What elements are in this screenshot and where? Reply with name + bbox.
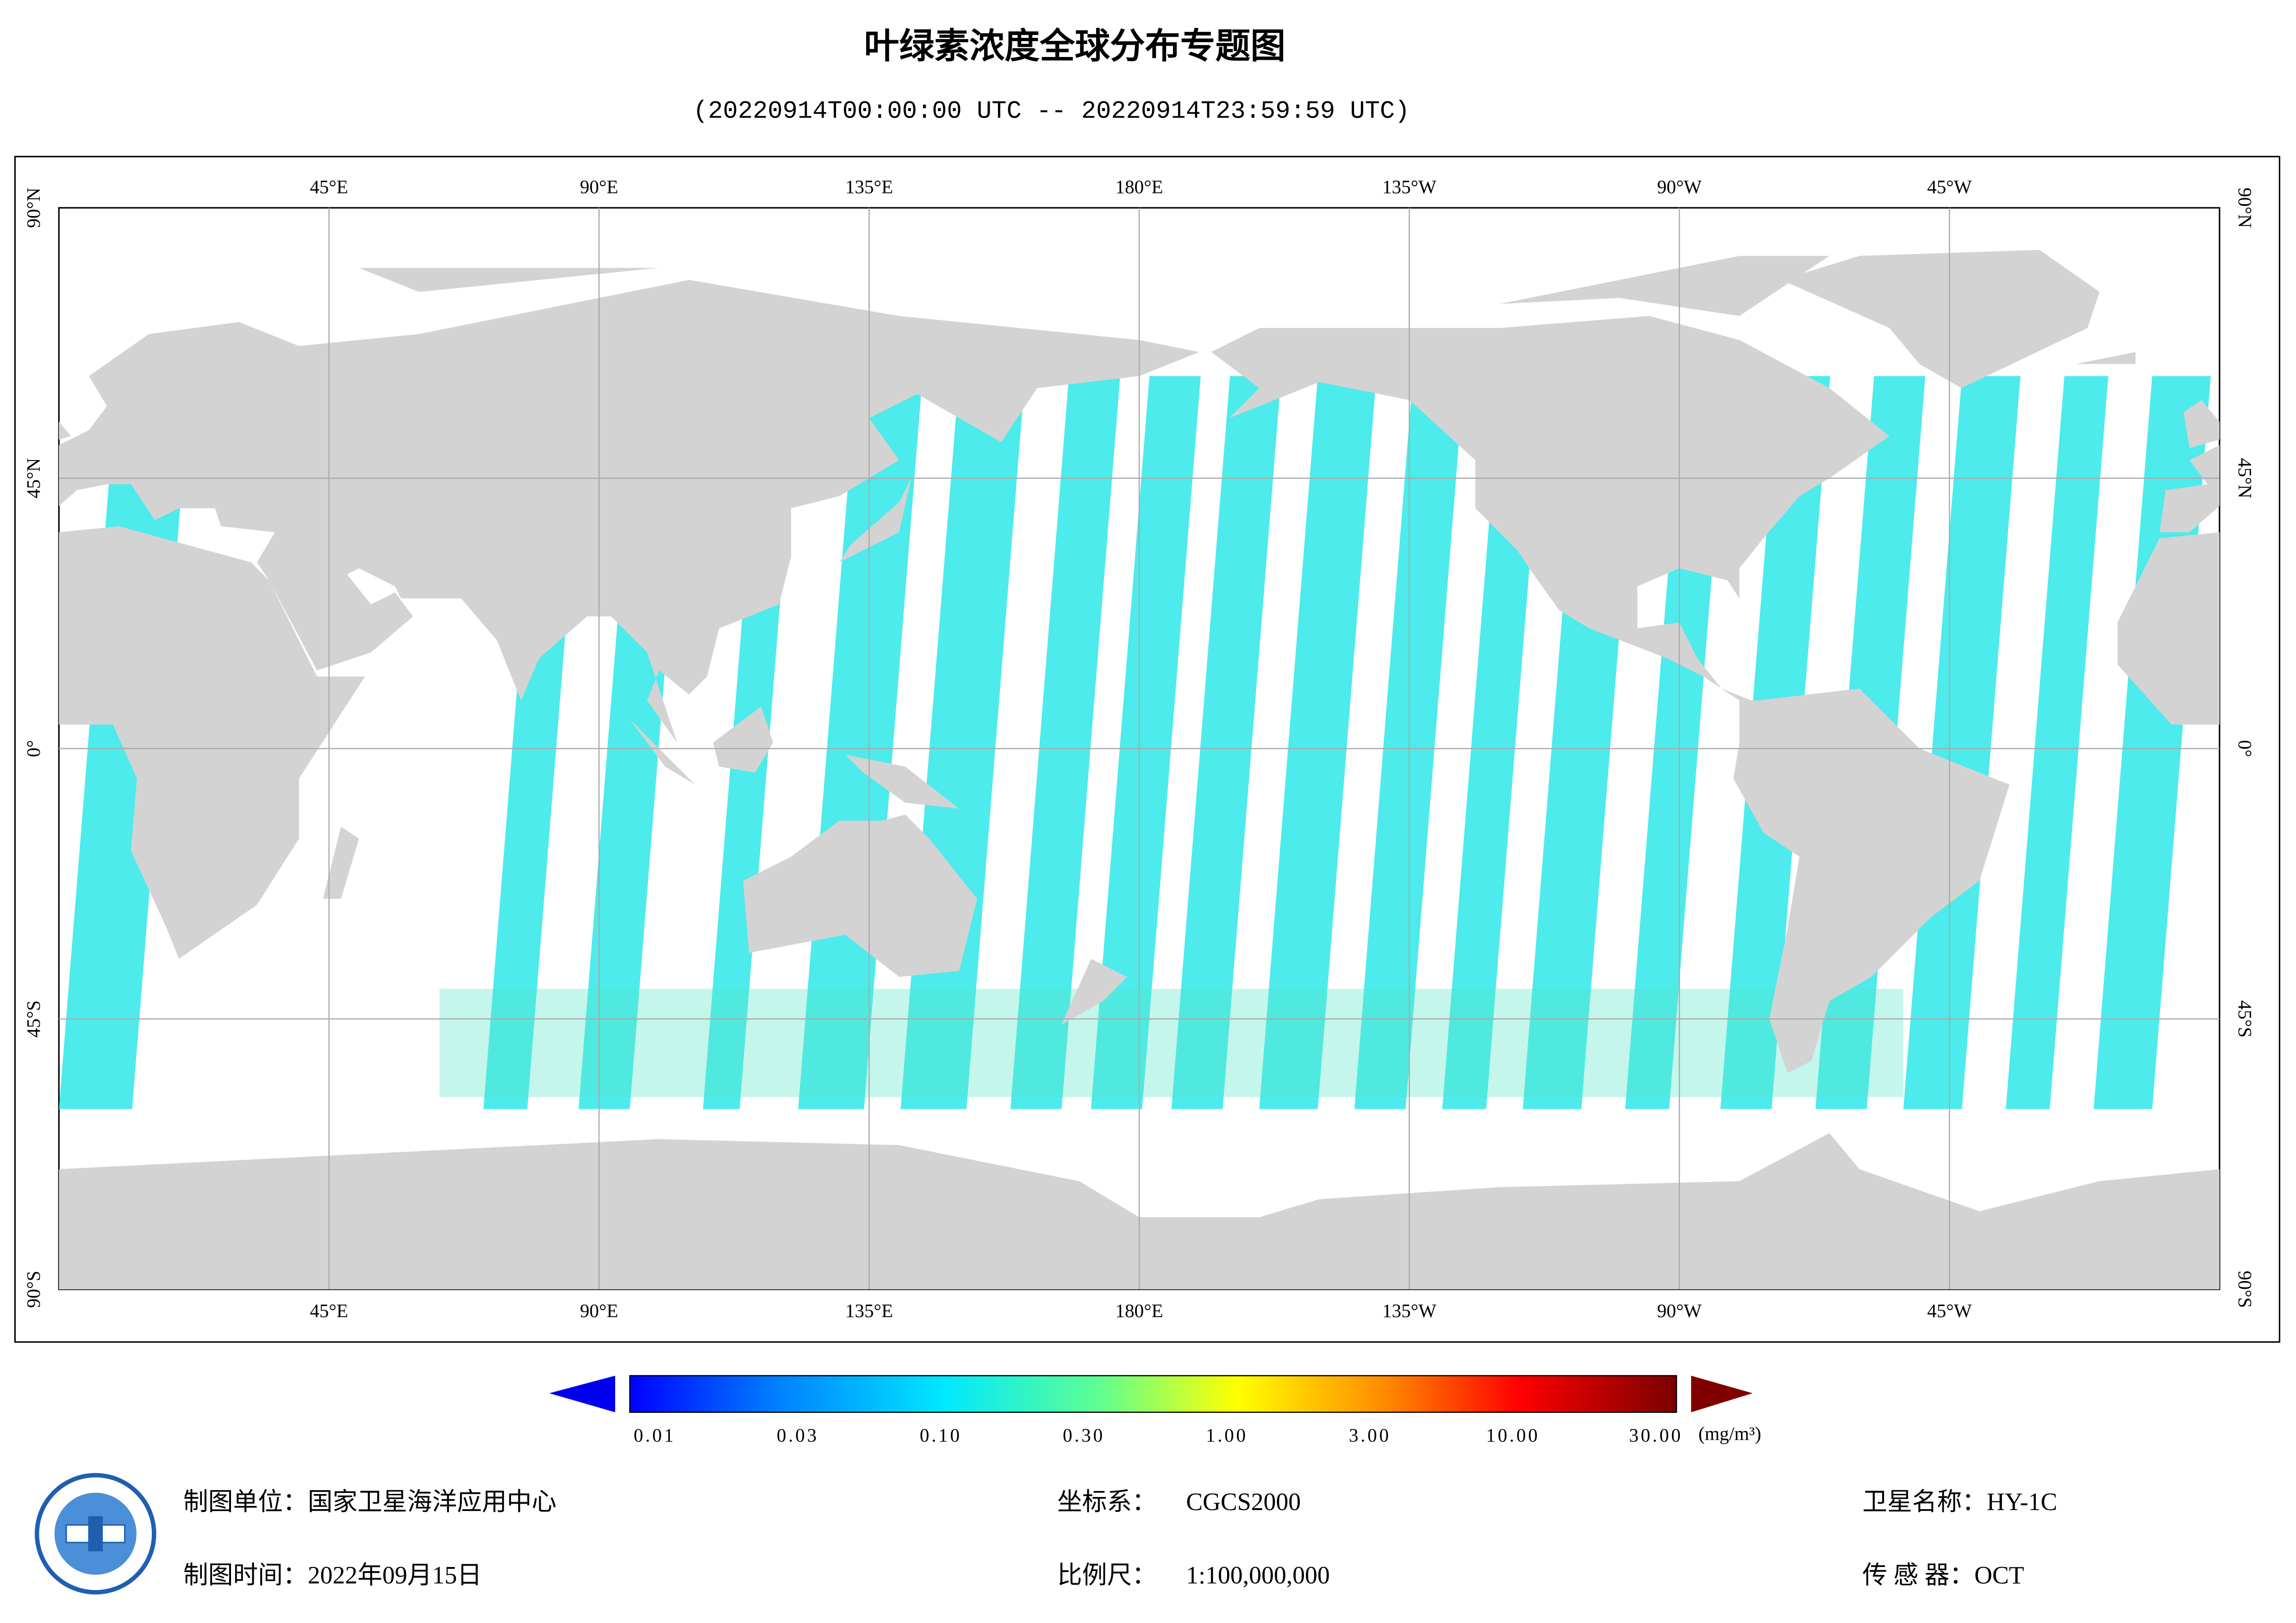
lon-label-top: 135°E: [845, 176, 893, 197]
footer-value: HY-1C: [1987, 1488, 2057, 1516]
lat-label-left: 90°N: [23, 187, 44, 228]
landmass: [59, 280, 1199, 743]
southern-ocean-data: [439, 989, 1903, 1097]
footer-label: 制图时间：: [183, 1561, 308, 1589]
footer-label: 比例尺：: [1057, 1561, 1157, 1589]
lat-label-right: 45°N: [2234, 458, 2256, 498]
swath: [1442, 376, 1545, 1109]
map-frame: [14, 155, 2281, 1343]
landmass: [59, 526, 365, 959]
landmass: [2184, 400, 2220, 448]
lon-label-top: 90°W: [1657, 176, 1702, 197]
swath: [1903, 376, 2021, 1109]
swath: [2006, 376, 2109, 1109]
lat-label-right: 90°S: [2234, 1271, 2256, 1308]
landmass: [839, 478, 911, 563]
lon-label-top: 135°W: [1382, 176, 1436, 197]
colorbar-unit: (mg/m³): [1698, 1423, 1761, 1445]
lon-label-bottom: 135°W: [1382, 1300, 1436, 1321]
swath: [1171, 376, 1281, 1109]
colorbar-min-arrow: [549, 1375, 615, 1412]
footer-value: 国家卫星海洋应用中心: [308, 1488, 557, 1516]
landmass: [743, 815, 977, 977]
lon-label-top: 90°E: [580, 176, 618, 197]
colorbar-label: 10.00: [1486, 1424, 1540, 1446]
landmass: [1781, 249, 2100, 388]
lon-label-top: 45°W: [1927, 176, 1972, 197]
landmass: [2075, 352, 2136, 364]
colorbar: [629, 1375, 1677, 1413]
footer-label: 传 感 器：: [1862, 1561, 1974, 1589]
lon-label-bottom: 90°E: [580, 1300, 618, 1321]
lat-label-left: 45°N: [23, 458, 44, 498]
swath: [1091, 376, 1201, 1109]
colorbar-label: 0.30: [1063, 1424, 1105, 1446]
lon-label-bottom: 90°W: [1657, 1300, 1702, 1321]
landmass: [845, 754, 960, 809]
footer-label: 坐标系：: [1057, 1488, 1157, 1516]
graticule: [59, 208, 2220, 1289]
lon-label-bottom: 45°W: [1927, 1300, 1972, 1321]
subtitle: (20220914T00:00:00 UTC -- 20220914T23:59…: [693, 98, 1410, 126]
lat-label-left: 90°S: [23, 1271, 44, 1308]
colorbar-label: 0.03: [777, 1424, 819, 1446]
landmass: [1499, 255, 1830, 316]
footer-value: OCT: [1974, 1561, 2024, 1589]
colorbar-label: 0.10: [920, 1424, 962, 1446]
landmass: [2159, 445, 2220, 533]
footer-value: 1:100,000,000: [1186, 1561, 1330, 1589]
lat-label-right: 0°: [2234, 740, 2256, 757]
landmass: [713, 706, 774, 773]
colorbar-label: 1.00: [1206, 1424, 1248, 1446]
logo: [35, 1473, 156, 1595]
landmass: [359, 267, 659, 292]
landmass: [1733, 688, 2010, 1073]
lat-label-right: 90°N: [2234, 187, 2256, 228]
swath: [1010, 376, 1120, 1109]
colorbar-labels: 0.01 0.03 0.10 0.30 1.00 3.00 10.00 30.00 (mg/m³…: [634, 1423, 1761, 1446]
lon-label-bottom: 180°E: [1115, 1300, 1163, 1321]
graticule-labels: 45°E 45°E 90°E 90°E 135°E 135°E 180°E 180°E 135°…: [23, 176, 2256, 1321]
swath: [1259, 376, 1377, 1109]
footer-label: 制图单位：: [183, 1488, 308, 1516]
landmass: [629, 718, 695, 785]
landmass: [1061, 958, 1128, 1025]
chlorophyll-swaths: [59, 376, 2211, 1109]
lon-label-top: 45°E: [310, 176, 348, 197]
lat-label-left: 0°: [23, 740, 44, 757]
footer-value: CGCS2000: [1186, 1488, 1301, 1516]
landmass: [323, 827, 359, 899]
footer-label: 卫星名称：: [1862, 1488, 1987, 1516]
colorbar-label: 0.01: [634, 1424, 676, 1446]
footer-value: 2022年09月15日: [308, 1561, 482, 1589]
colorbar-label: 30.00: [1629, 1424, 1683, 1446]
colorbar-max-arrow: [1691, 1375, 1753, 1412]
lat-label-right: 45°S: [2234, 1001, 2256, 1038]
landmass: [1211, 316, 1890, 701]
landmass: [2220, 1133, 2296, 1289]
lon-label-bottom: 135°E: [845, 1300, 893, 1321]
lat-label-left: 45°S: [23, 1001, 44, 1038]
lon-label-top: 180°E: [1115, 176, 1163, 197]
landmass: [2117, 532, 2220, 725]
landmass: [59, 422, 71, 440]
lon-label-bottom: 45°E: [310, 1300, 348, 1321]
title: 叶绿素浓度全球分布专题图: [864, 25, 1286, 66]
colorbar-label: 3.00: [1349, 1424, 1391, 1446]
